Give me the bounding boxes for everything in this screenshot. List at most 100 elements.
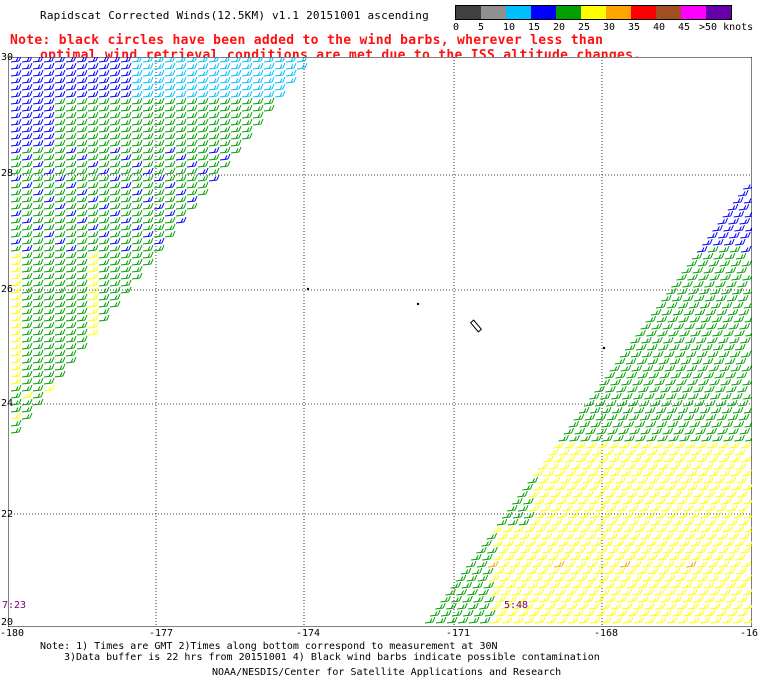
wind-barb	[43, 293, 55, 301]
wind-barb	[740, 231, 751, 239]
wind-barb	[131, 83, 143, 91]
wind-barb	[695, 532, 706, 540]
wind-barb	[109, 146, 121, 154]
wind-barb	[65, 272, 77, 280]
wind-barb	[43, 286, 55, 294]
wind-barb	[10, 195, 22, 203]
wind-barb	[545, 602, 556, 610]
wind-barb	[109, 237, 121, 245]
wind-barb	[76, 216, 88, 224]
wind-barb	[641, 336, 652, 344]
wind-barb	[509, 560, 521, 568]
scale-label: 35	[628, 22, 641, 33]
wind-barb	[714, 476, 726, 484]
wind-barb	[584, 399, 595, 407]
wind-barb	[721, 287, 732, 295]
wind-barb	[54, 279, 66, 287]
wind-barb	[131, 251, 143, 259]
wind-barb	[175, 202, 187, 210]
wind-barb	[678, 420, 690, 428]
wind-barb	[691, 448, 702, 456]
wind-barb	[615, 371, 627, 379]
wind-barb	[120, 160, 132, 168]
wind-barb	[208, 167, 220, 175]
wind-barb	[692, 371, 704, 379]
wind-barb	[572, 490, 583, 498]
wind-barb	[120, 223, 132, 231]
wind-barb	[32, 97, 44, 105]
wind-barb	[153, 237, 165, 245]
wind-barb	[98, 174, 110, 182]
wind-barb	[731, 378, 742, 386]
wind-barb	[597, 560, 609, 568]
wind-barb	[742, 588, 752, 596]
wind-barb	[109, 174, 121, 182]
wind-barb	[186, 181, 198, 189]
wind-barb	[740, 245, 752, 253]
wind-barb	[131, 153, 143, 161]
wind-barb	[676, 483, 687, 491]
wind-barb	[599, 378, 610, 386]
swath-right	[424, 184, 752, 624]
wind-barb	[208, 153, 220, 161]
wind-barb	[142, 223, 154, 231]
wind-barb	[710, 301, 722, 309]
wind-barb	[21, 356, 33, 364]
wind-barb	[142, 251, 154, 259]
wind-barb	[697, 574, 709, 582]
wind-barb	[21, 139, 33, 147]
wind-barb	[649, 385, 660, 393]
wind-barb	[727, 399, 738, 407]
wind-barb	[699, 392, 710, 400]
wind-barb	[694, 413, 706, 421]
wind-barb	[435, 616, 447, 624]
wind-barb	[658, 553, 669, 561]
wind-barb	[600, 602, 611, 610]
wind-barb	[667, 525, 679, 533]
wind-barb	[98, 132, 110, 140]
wind-barb	[87, 258, 99, 266]
wind-barb	[495, 595, 506, 603]
wind-barb	[219, 97, 231, 105]
wind-barb	[648, 581, 660, 589]
wind-barb	[120, 216, 132, 224]
wind-barb	[686, 469, 698, 477]
wind-barb	[164, 90, 176, 98]
scale-label: 10	[503, 22, 516, 33]
wind-barb	[713, 462, 725, 470]
wind-barb	[142, 76, 154, 84]
wind-barb	[512, 602, 523, 610]
wind-barb	[153, 97, 165, 105]
wind-barb	[164, 118, 176, 126]
wind-barb	[164, 125, 176, 133]
wind-barb	[296, 62, 308, 70]
wind-barb	[109, 265, 121, 273]
wind-barb	[98, 160, 110, 168]
wind-barb	[606, 504, 617, 512]
wind-barb	[32, 272, 44, 280]
wind-barb	[230, 57, 242, 63]
wind-barb	[21, 363, 33, 371]
wind-barb	[724, 252, 736, 260]
wind-barb	[43, 202, 55, 210]
wind-barb	[120, 167, 132, 175]
wind-barb	[566, 588, 577, 596]
wind-barb	[740, 546, 751, 554]
wind-barb	[76, 90, 88, 98]
wind-barb	[120, 188, 132, 196]
wind-barb	[605, 385, 616, 393]
wind-barb	[54, 209, 66, 217]
wind-barb	[578, 511, 590, 519]
wind-barb	[581, 448, 592, 456]
wind-barb	[559, 462, 571, 470]
wind-barb	[736, 266, 748, 274]
wind-barb	[142, 146, 154, 154]
wind-barb	[718, 455, 730, 463]
wind-barb	[574, 532, 585, 540]
wind-barb	[54, 216, 66, 224]
wind-barb	[738, 609, 749, 617]
wind-barb	[608, 546, 619, 554]
wind-barb	[263, 83, 275, 91]
wind-barb	[663, 441, 674, 449]
scale-label: 25	[578, 22, 591, 33]
